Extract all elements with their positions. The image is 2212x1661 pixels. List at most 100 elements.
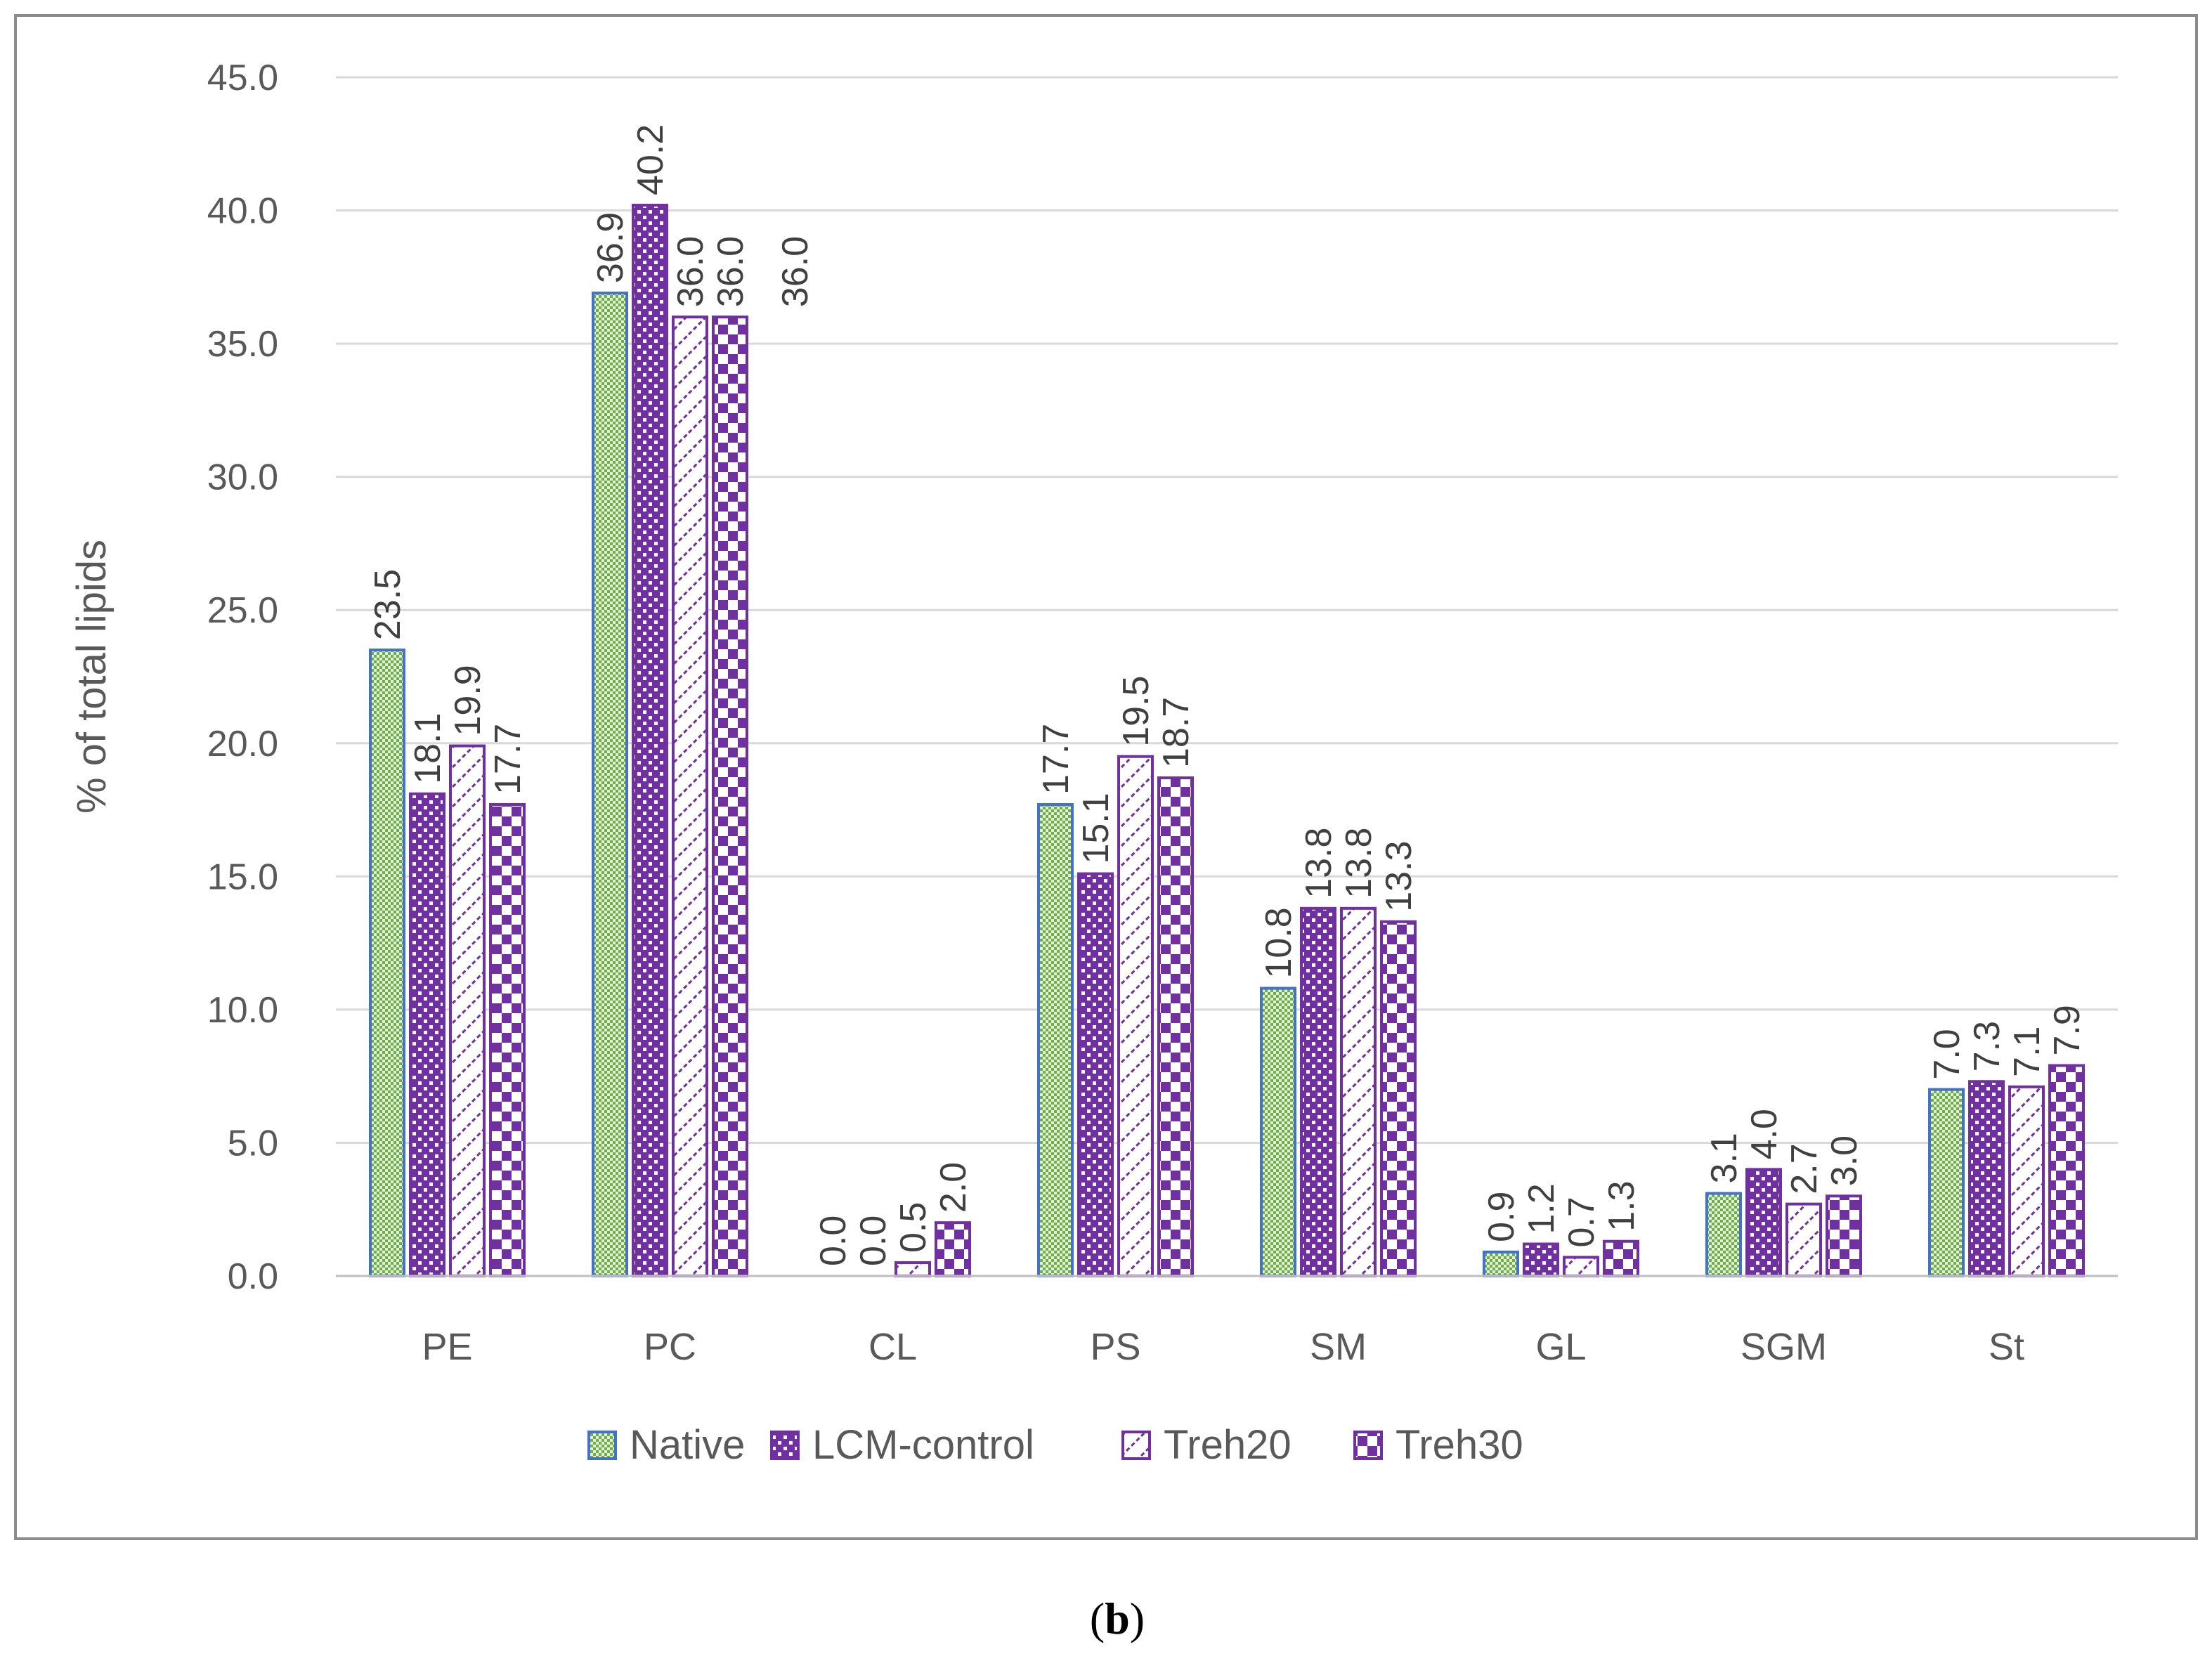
data-label: 2.7 — [1784, 1143, 1825, 1194]
data-label: 0.7 — [1561, 1197, 1602, 1247]
bar — [489, 802, 526, 1278]
extra-annotation: 36.0 — [775, 236, 816, 307]
legend-swatch — [587, 1431, 617, 1460]
x-tick-label: SGM — [1741, 1326, 1827, 1368]
data-label: 23.5 — [367, 569, 408, 640]
data-label: 36.0 — [670, 236, 711, 307]
data-label: 7.0 — [1927, 1029, 1967, 1079]
legend-label: Treh20 — [1164, 1422, 1292, 1468]
legend-label: LCM-control — [812, 1422, 1034, 1468]
data-label: 17.7 — [488, 724, 528, 795]
x-tick-label: CL — [868, 1326, 917, 1368]
bar — [1785, 1202, 1822, 1278]
y-tick-label: 35.0 — [207, 324, 278, 365]
y-tick-label: 10.0 — [207, 990, 278, 1031]
bar — [1826, 1194, 1862, 1278]
legend-label: Treh30 — [1395, 1422, 1523, 1468]
data-label: 0.9 — [1481, 1192, 1522, 1242]
bar — [1705, 1192, 1742, 1278]
data-label: 10.8 — [1258, 907, 1299, 978]
y-tick-label: 45.0 — [207, 58, 278, 98]
data-label: 0.5 — [893, 1202, 934, 1253]
legend-label: Native — [630, 1422, 745, 1468]
bar — [1603, 1239, 1639, 1278]
data-label: 2.0 — [933, 1162, 974, 1213]
bar — [894, 1261, 931, 1277]
data-label: 19.9 — [448, 665, 488, 736]
y-tick-label: 5.0 — [228, 1123, 278, 1164]
data-label: 40.2 — [630, 124, 671, 195]
bar — [2048, 1064, 2085, 1277]
caption-open: ( — [1090, 1594, 1105, 1643]
legend: Native LCM-control Treh20 Treh30 — [587, 1422, 1523, 1468]
data-label: 13.8 — [1299, 828, 1339, 899]
data-label: 4.0 — [1744, 1109, 1785, 1159]
bar — [449, 744, 486, 1277]
bar — [1928, 1088, 1965, 1277]
data-label: 3.1 — [1704, 1133, 1745, 1183]
x-tick-label: PS — [1090, 1326, 1140, 1368]
data-label: 7.3 — [1967, 1021, 2008, 1071]
legend-swatch — [770, 1431, 800, 1460]
data-label: 18.7 — [1156, 697, 1197, 768]
bar — [672, 315, 708, 1278]
data-label: 7.1 — [2007, 1027, 2048, 1077]
bar — [1260, 986, 1296, 1278]
data-label: 36.9 — [590, 212, 631, 283]
data-label: 1.3 — [1601, 1180, 1642, 1231]
data-label: 13.3 — [1379, 841, 1419, 912]
data-label: 36.0 — [710, 236, 751, 307]
y-tick-label: 25.0 — [207, 590, 278, 631]
legend-swatch — [1121, 1431, 1151, 1460]
bar — [592, 292, 628, 1278]
bar — [1157, 776, 1194, 1278]
bar — [1968, 1080, 2005, 1277]
data-label: 3.0 — [1824, 1135, 1865, 1186]
data-label: 17.7 — [1036, 724, 1076, 795]
bar — [2008, 1085, 2045, 1277]
bar — [1380, 920, 1417, 1277]
y-axis-ticks: 0.0 5.0 10.0 15.0 20.0 25.0 30.0 35.0 40.0 45.0 — [207, 58, 278, 1297]
x-axis-labels: PE PC CL PS SM GL SGM St — [422, 1326, 2024, 1368]
legend-swatch — [1353, 1431, 1383, 1460]
data-label: 19.5 — [1116, 676, 1157, 747]
y-tick-label: 40.0 — [207, 191, 278, 232]
figure-caption: (b) — [1090, 1594, 1145, 1643]
bar — [1523, 1242, 1559, 1278]
data-label: 7.9 — [2047, 1005, 2088, 1055]
y-tick-label: 15.0 — [207, 856, 278, 897]
bar — [1745, 1168, 1782, 1278]
bar — [1117, 755, 1154, 1277]
bar — [1077, 872, 1114, 1277]
data-label: 0.0 — [853, 1216, 894, 1266]
y-axis-title: % of total lipids — [69, 540, 115, 814]
data-label: 0.0 — [813, 1216, 854, 1266]
data-label: 15.1 — [1076, 793, 1117, 864]
bar — [1300, 906, 1336, 1277]
y-tick-label: 30.0 — [207, 457, 278, 498]
data-label: 13.8 — [1339, 828, 1379, 899]
y-tick-label: 0.0 — [228, 1256, 278, 1297]
caption-close: ) — [1130, 1594, 1145, 1643]
x-tick-label: PC — [644, 1326, 696, 1368]
bar — [1037, 802, 1074, 1278]
bar — [1563, 1256, 1599, 1278]
caption-letter: b — [1105, 1594, 1130, 1643]
data-label: 18.1 — [408, 713, 448, 784]
bar — [369, 649, 405, 1277]
data-label: 1.2 — [1521, 1183, 1562, 1234]
bar — [1483, 1250, 1519, 1278]
x-tick-label: SM — [1310, 1326, 1367, 1368]
chart-border — [14, 14, 2198, 1540]
bar — [632, 203, 668, 1277]
bar — [712, 315, 748, 1278]
x-tick-label: St — [1989, 1326, 2024, 1368]
bar — [1340, 906, 1377, 1277]
data-labels: 23.518.119.917.736.940.236.0 36.00.0 0.0 0.… — [367, 124, 2088, 1266]
bar — [935, 1221, 971, 1277]
y-tick-label: 20.0 — [207, 724, 278, 764]
bars — [369, 203, 2085, 1278]
x-tick-label: GL — [1535, 1326, 1586, 1368]
